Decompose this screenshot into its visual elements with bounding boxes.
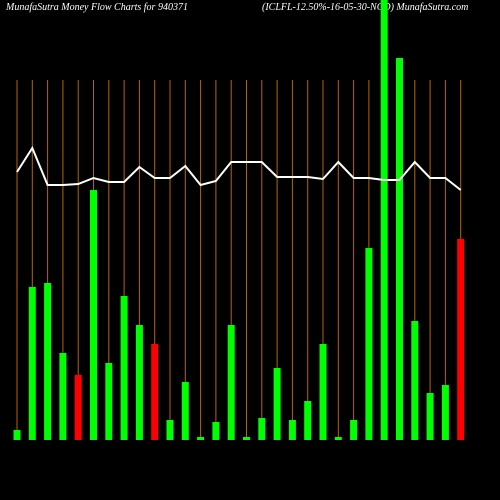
bar bbox=[135, 325, 143, 440]
bar bbox=[350, 420, 358, 440]
bar bbox=[105, 363, 113, 440]
bar bbox=[411, 321, 419, 440]
bar bbox=[380, 0, 388, 440]
bar bbox=[212, 422, 220, 440]
bar bbox=[90, 190, 97, 440]
bar bbox=[197, 437, 205, 440]
bar bbox=[151, 344, 159, 440]
bar bbox=[59, 353, 67, 440]
chart-title: MunafaSutra Money Flow Charts for 940371 bbox=[5, 2, 188, 13]
bar bbox=[258, 418, 266, 440]
bar bbox=[181, 382, 189, 440]
chart-subtitle: (ICLFL-12.50%-16-05-30-NCD) MunafaSutra.… bbox=[262, 2, 468, 13]
bar bbox=[273, 368, 281, 440]
bar bbox=[166, 420, 174, 440]
bar bbox=[74, 375, 82, 440]
price-line bbox=[16, 145, 462, 191]
bar bbox=[457, 239, 465, 440]
bar bbox=[120, 296, 128, 440]
bar bbox=[28, 287, 36, 440]
bar bbox=[304, 401, 312, 440]
bar bbox=[396, 58, 403, 440]
bar bbox=[44, 283, 52, 440]
bar bbox=[227, 325, 235, 440]
bar bbox=[441, 385, 449, 440]
bar bbox=[243, 437, 250, 440]
bar bbox=[288, 420, 296, 440]
bar bbox=[334, 437, 342, 440]
bar bbox=[13, 430, 21, 440]
bar bbox=[319, 344, 327, 440]
bar bbox=[365, 248, 373, 440]
bar bbox=[426, 393, 434, 440]
